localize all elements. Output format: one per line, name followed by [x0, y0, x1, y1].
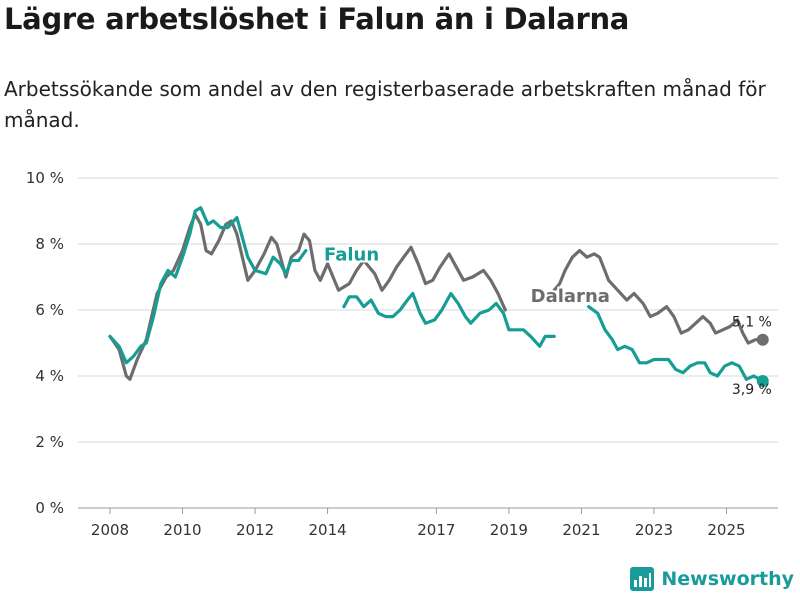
series-line-falun-1: [108, 206, 308, 365]
x-tick-label-2023: 2023: [635, 521, 673, 539]
brand: Newsworthy: [630, 567, 794, 591]
y-tick-label-2: 2 %: [35, 433, 64, 451]
x-tick-label-2017: 2017: [417, 521, 455, 539]
newsworthy-logo-icon: [630, 567, 655, 591]
x-tick-label-2010: 2010: [163, 521, 201, 539]
y-tick-label-10: 10 %: [26, 169, 64, 187]
data-label-falun: 3,9 %: [732, 382, 772, 398]
y-tick-label-0: 0 %: [35, 499, 64, 517]
page-title: Lägre arbetslöshet i Falun än i Dalarna: [4, 2, 630, 36]
series-label-falun: Falun: [324, 245, 379, 266]
y-tick-label-6: 6 %: [35, 301, 64, 319]
y-tick-label-8: 8 %: [35, 235, 64, 253]
series-line-dalarna-2: [547, 249, 765, 345]
series-line-dalarna-1: [108, 212, 507, 381]
data-label-dalarna: 5,1 %: [732, 315, 772, 331]
end-marker-dalarna: [756, 333, 769, 346]
x-tick-label-2025: 2025: [707, 521, 745, 539]
end-marker-falun: [756, 374, 769, 387]
series-line-falun-2: [342, 291, 556, 348]
series-label-dalarna: Dalarna: [531, 286, 610, 307]
x-tick-label-2021: 2021: [562, 521, 600, 539]
brand-name: Newsworthy: [661, 568, 794, 590]
page-subtitle: Arbetssökande som andel av den registerb…: [4, 77, 766, 132]
x-tick-label-2008: 2008: [91, 521, 129, 539]
x-tick-label-2019: 2019: [490, 521, 528, 539]
x-tick-label-2012: 2012: [236, 521, 274, 539]
x-tick-label-2014: 2014: [308, 521, 346, 539]
series-line-falun-3: [587, 305, 765, 383]
y-tick-label-4: 4 %: [35, 367, 64, 385]
